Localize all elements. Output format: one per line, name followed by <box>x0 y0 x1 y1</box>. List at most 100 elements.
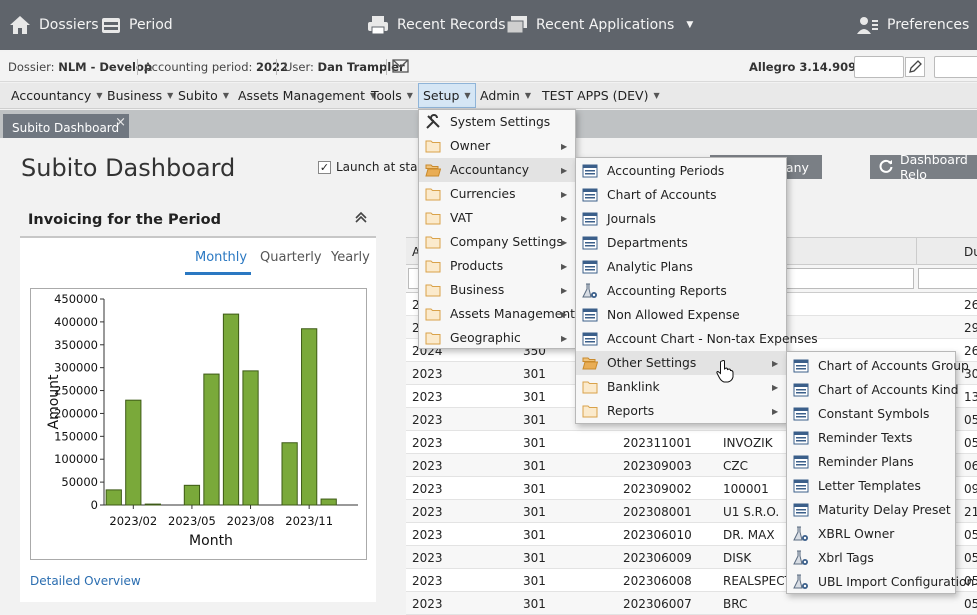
menu-accountancy[interactable]: Accountancy ▼ <box>11 88 103 103</box>
recent-records-button[interactable]: Recent Records ▼ <box>367 0 524 50</box>
filter-input[interactable] <box>786 268 914 289</box>
setup-item-products[interactable]: Products ▶ <box>419 254 575 278</box>
accountancy-item-analytic-plans[interactable]: Analytic Plans <box>576 255 786 279</box>
setup-item-system-settings[interactable]: System Settings <box>419 110 575 134</box>
accountancy-item-accounting-reports[interactable]: Accounting Reports <box>576 279 786 303</box>
accountancy-item-account-chart-non-tax-expenses[interactable]: Account Chart - Non-tax Expenses <box>576 327 818 351</box>
other-settings-item-ubl-import-configuration[interactable]: UBL Import Configuration <box>787 570 974 594</box>
menu-setup[interactable]: Setup ▼ <box>418 83 476 108</box>
collapse-icon[interactable] <box>354 210 368 228</box>
quick-input[interactable] <box>854 56 904 78</box>
other-settings-item-xbrl-tags[interactable]: Xbrl Tags <box>787 546 955 570</box>
menu-business[interactable]: Business ▼ <box>107 88 174 103</box>
refresh-icon <box>878 158 894 177</box>
dossiers-button[interactable]: Dossiers <box>9 0 99 50</box>
other-settings-item-chart-of-accounts-group[interactable]: Chart of Accounts Group <box>787 354 969 378</box>
tools-icon <box>425 114 441 130</box>
cell-due: 26 <box>964 298 977 312</box>
setup-item-geographic[interactable]: Geographic ▶ <box>419 326 575 350</box>
period-button[interactable]: Period <box>101 0 173 50</box>
folder-icon <box>582 379 598 395</box>
tab-quarterly[interactable]: Quarterly <box>260 250 322 265</box>
column-header[interactable]: A <box>412 245 421 259</box>
chevron-right-icon: ▶ <box>561 189 568 199</box>
setup-item-business[interactable]: Business ▶ <box>419 278 575 302</box>
chevron-down-icon: ▼ <box>686 20 694 30</box>
setup-item-assets-management[interactable]: Assets Management ▶ <box>419 302 575 326</box>
launch-at-startup[interactable]: ✓ Launch at startu <box>318 160 435 174</box>
dossiers-label: Dossiers <box>39 17 99 33</box>
close-icon[interactable]: × <box>115 115 126 130</box>
other-settings-item-xbrl-owner[interactable]: XBRL Owner <box>787 522 955 546</box>
table-row[interactable]: 2023 301 202306007 BRC 05 <box>406 592 977 615</box>
detailed-overview-link[interactable]: Detailed Overview <box>30 574 141 588</box>
chart-bar <box>183 484 201 506</box>
y-tick-label: 450000 <box>54 292 98 306</box>
menu-item-label: Reminder Plans <box>818 455 914 469</box>
setup-item-currencies[interactable]: Currencies ▶ <box>419 182 575 206</box>
other-settings-item-chart-of-accounts-kind[interactable]: Chart of Accounts Kind <box>787 378 959 402</box>
cell-due: 05 <box>964 436 977 450</box>
accountancy-item-banklink[interactable]: Banklink ▶ <box>576 375 786 399</box>
setup-item-accountancy[interactable]: Accountancy ▶ <box>419 158 575 182</box>
setup-item-owner[interactable]: Owner ▶ <box>419 134 575 158</box>
cell-number: 202306008 <box>623 574 692 588</box>
form-icon <box>582 307 598 323</box>
other-settings-item-reminder-texts[interactable]: Reminder Texts <box>787 426 955 450</box>
chevron-right-icon: ▶ <box>561 141 568 151</box>
user-info: User: Dan Trampler <box>284 60 405 74</box>
setup-item-company-settings[interactable]: Company Settings ▶ <box>419 230 575 254</box>
dashboard-reload-button[interactable]: Dashboard Relo <box>870 152 977 182</box>
recent-applications-button[interactable]: Recent Applications ▼ <box>506 0 693 50</box>
form-icon <box>582 259 598 275</box>
folder-icon <box>425 282 441 298</box>
other-settings-item-maturity-delay-preset[interactable]: Maturity Delay Preset <box>787 498 955 522</box>
cell-due: 05 <box>964 574 977 588</box>
menu-tools[interactable]: Tools ▼ <box>371 88 413 103</box>
tab-subito-dashboard[interactable]: Subito Dashboard × <box>3 114 129 138</box>
preferences-button[interactable]: Preferences <box>857 0 969 50</box>
page-title: Subito Dashboard <box>21 154 236 182</box>
setup-item-vat[interactable]: VAT ▶ <box>419 206 575 230</box>
mail-icon[interactable] <box>392 59 409 76</box>
accountancy-item-chart-of-accounts[interactable]: Chart of Accounts <box>576 183 786 207</box>
menu-test-apps[interactable]: TEST APPS (DEV) ▼ <box>542 88 660 103</box>
menu-admin[interactable]: Admin ▼ <box>480 88 531 103</box>
tab-monthly[interactable]: Monthly <box>195 250 248 265</box>
other-settings-item-letter-templates[interactable]: Letter Templates <box>787 474 955 498</box>
folder-icon <box>425 306 441 322</box>
recent-applications-label: Recent Applications <box>536 17 675 33</box>
menu-item-label: Other Settings <box>607 356 697 370</box>
chevron-right-icon: ▶ <box>561 237 568 247</box>
other-settings-item-constant-symbols[interactable]: Constant Symbols <box>787 402 955 426</box>
cell-number: 202306007 <box>623 597 692 611</box>
folder-icon <box>425 186 441 202</box>
x-tick-label: 2023/05 <box>168 514 216 528</box>
y-tick-label: 250000 <box>54 384 98 398</box>
cell-partner: BRC <box>723 597 748 611</box>
cell-year: 2023 <box>412 459 443 473</box>
menu-assets-management[interactable]: Assets Management ▼ <box>238 88 377 103</box>
accountancy-item-journals[interactable]: Journals <box>576 207 786 231</box>
menu-item-label: Chart of Accounts Group <box>818 359 969 373</box>
y-tick-label: 300000 <box>54 361 98 375</box>
y-tick-label: 350000 <box>54 338 98 352</box>
menu-item-label: Banklink <box>607 380 660 394</box>
other-settings-item-reminder-plans[interactable]: Reminder Plans <box>787 450 955 474</box>
accountancy-item-other-settings[interactable]: Other Settings ▶ <box>576 351 786 375</box>
cell-due: 13 <box>964 390 977 404</box>
accountancy-item-non-allowed-expense[interactable]: Non Allowed Expense <box>576 303 786 327</box>
menu-subito[interactable]: Subito ▼ <box>178 88 229 103</box>
accountancy-item-accounting-periods[interactable]: Accounting Periods <box>576 159 786 183</box>
form-icon <box>582 211 598 227</box>
checkbox-checked[interactable]: ✓ <box>318 160 331 174</box>
folder-icon <box>425 234 441 250</box>
column-header[interactable]: Du <box>964 245 977 259</box>
filter-input[interactable] <box>918 268 977 289</box>
edit-icon[interactable] <box>905 57 925 77</box>
flask-gear-icon <box>793 550 809 566</box>
tab-yearly[interactable]: Yearly <box>331 250 370 265</box>
quick-input-2[interactable] <box>934 56 977 78</box>
accountancy-item-reports[interactable]: Reports ▶ <box>576 399 786 423</box>
accountancy-item-departments[interactable]: Departments <box>576 231 786 255</box>
